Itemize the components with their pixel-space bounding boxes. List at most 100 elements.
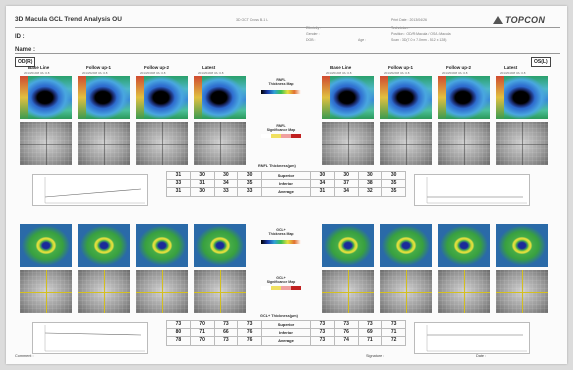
right-rnfl-thickness-map-0 bbox=[20, 76, 72, 119]
right-rnfl-significance-map-0 bbox=[20, 122, 72, 165]
right-value-cell: 31 bbox=[166, 187, 191, 197]
right-rnfl-significance-map-3 bbox=[194, 122, 246, 165]
left-gcl-thickness-map-3 bbox=[496, 224, 548, 267]
gcl-section-title: GCL+ Thickness(µm) bbox=[260, 314, 298, 318]
left-rnfl-thickness-map-1 bbox=[380, 76, 432, 119]
technician-label: Technician : bbox=[391, 26, 410, 30]
rnfl-trend-graph-left bbox=[414, 174, 530, 206]
left-value-cell: 38 bbox=[357, 179, 383, 189]
left-gcl-significance-map-2 bbox=[438, 270, 490, 313]
right-value-cell: 31 bbox=[189, 179, 215, 189]
left-col-date-0: 2013/01/08 VA: 0.8 bbox=[326, 71, 352, 75]
left-value-cell: 35 bbox=[381, 187, 406, 197]
right-rnfl-thickness-map-1 bbox=[78, 76, 130, 119]
left-rnfl-significance-map-1 bbox=[380, 122, 432, 165]
crosshair-v bbox=[522, 122, 523, 165]
crosshair-v bbox=[104, 270, 105, 313]
left-value-cell: 30 bbox=[357, 170, 383, 181]
right-value-cell: 35 bbox=[237, 179, 262, 189]
topcon-triangle-icon bbox=[493, 16, 503, 24]
left-value-cell: 35 bbox=[381, 179, 406, 189]
right-value-cell: 30 bbox=[189, 187, 215, 197]
gcl-significance-colorbar bbox=[261, 286, 301, 290]
left-col-label-0: Base Line bbox=[330, 65, 352, 70]
right-col-date-3: 2013/04/08 VA: 0.8 bbox=[198, 71, 224, 75]
right-value-cell: 71 bbox=[189, 328, 215, 338]
left-value-cell: 73 bbox=[310, 319, 335, 330]
left-value-cell: 73 bbox=[310, 336, 335, 346]
right-eye-tag: OD(R) bbox=[15, 57, 36, 67]
left-col-label-3: Latest bbox=[504, 65, 518, 70]
right-gcl-thickness-map-1 bbox=[78, 224, 130, 267]
left-value-cell: 34 bbox=[310, 179, 335, 189]
gcl-thickness-table: 73 70 73 73 Superior 73 73 73 73 80 71 66 76 Inferior… bbox=[166, 319, 406, 346]
left-col-date-1: 2013/02/08 VA: 0.8 bbox=[384, 71, 410, 75]
row-label-cell: Average bbox=[261, 187, 311, 197]
left-value-cell: 73 bbox=[310, 328, 335, 338]
right-value-cell: 73 bbox=[213, 319, 239, 330]
right-col-date-1: 2013/02/08 VA: 0.8 bbox=[82, 71, 108, 75]
rnfl-section-title: RNFL Thickness(µm) bbox=[258, 164, 296, 168]
left-rnfl-thickness-map-2 bbox=[438, 76, 490, 119]
right-value-cell: 73 bbox=[213, 336, 239, 346]
left-value-cell: 73 bbox=[357, 319, 383, 330]
table-row: 31 30 30 30 Superior 30 30 30 30 bbox=[166, 170, 406, 181]
rnfl-significance-colorbar bbox=[261, 134, 301, 138]
left-gcl-thickness-map-2 bbox=[438, 224, 490, 267]
comment-label: Comment : bbox=[15, 354, 34, 358]
row-label-cell: Inferior bbox=[261, 179, 311, 189]
left-value-cell: 71 bbox=[381, 328, 406, 338]
gcl-thickness-map-label: GCL+ Thickness Map bbox=[268, 228, 294, 236]
left-col-date-3: 2013/04/08 VA: 0.8 bbox=[500, 71, 526, 75]
print-date: Print Date : 2013/04/26 bbox=[391, 18, 427, 22]
right-value-cell: 78 bbox=[166, 336, 191, 346]
right-rnfl-significance-map-2 bbox=[136, 122, 188, 165]
right-gcl-significance-map-1 bbox=[78, 270, 130, 313]
left-value-cell: 69 bbox=[357, 328, 383, 338]
table-row: 80 71 66 76 Inferior 73 76 69 71 bbox=[166, 328, 406, 338]
right-value-cell: 76 bbox=[237, 328, 262, 338]
patient-id-label: ID : bbox=[15, 34, 25, 40]
right-rnfl-significance-map-1 bbox=[78, 122, 130, 165]
row-label-cell: Average bbox=[261, 336, 311, 346]
left-eye-tag: OS(L) bbox=[531, 57, 551, 67]
crosshair-v bbox=[464, 122, 465, 165]
crosshair-v bbox=[406, 270, 407, 313]
row-label-cell: Superior bbox=[261, 170, 311, 181]
left-value-cell: 72 bbox=[381, 336, 406, 346]
crosshair-v bbox=[220, 122, 221, 165]
position-label: Position : OD/R:Macula / OS/L:Macula bbox=[391, 32, 451, 36]
right-value-cell: 76 bbox=[237, 336, 262, 346]
left-rnfl-significance-map-2 bbox=[438, 122, 490, 165]
gcl-trend-svg-right bbox=[44, 325, 145, 352]
right-col-label-1: Follow up-1 bbox=[86, 65, 111, 70]
crosshair-v bbox=[220, 270, 221, 313]
age-label: Age : bbox=[358, 38, 367, 42]
row-label-cell: Superior bbox=[261, 319, 311, 330]
right-gcl-significance-map-0 bbox=[20, 270, 72, 313]
rnfl-trend-svg-right bbox=[44, 177, 145, 204]
left-value-cell: 37 bbox=[333, 179, 359, 189]
header-divider bbox=[15, 27, 560, 28]
right-value-cell: 34 bbox=[213, 179, 239, 189]
left-gcl-thickness-map-0 bbox=[322, 224, 374, 267]
ethnicity-label: Ethnicity : bbox=[306, 26, 322, 30]
right-value-cell: 70 bbox=[189, 336, 215, 346]
header-divider-bottom bbox=[15, 53, 560, 54]
crosshair-v bbox=[522, 270, 523, 313]
right-value-cell: 33 bbox=[237, 187, 262, 197]
left-value-cell: 76 bbox=[333, 328, 359, 338]
left-value-cell: 71 bbox=[357, 336, 383, 346]
crosshair-v bbox=[162, 122, 163, 165]
table-row: 31 30 33 33 Average 31 34 32 35 bbox=[166, 187, 406, 197]
left-value-cell: 30 bbox=[333, 170, 359, 181]
right-value-cell: 73 bbox=[237, 319, 262, 330]
right-rnfl-thickness-map-2 bbox=[136, 76, 188, 119]
topcon-logo: TOPCON bbox=[493, 15, 545, 25]
table-row: 78 70 73 76 Average 73 74 71 72 bbox=[166, 336, 406, 346]
dob-label: DOB : bbox=[306, 38, 316, 42]
right-value-cell: 66 bbox=[213, 328, 239, 338]
crosshair-v bbox=[348, 270, 349, 313]
logo-text: TOPCON bbox=[505, 15, 546, 25]
right-gcl-thickness-map-3 bbox=[194, 224, 246, 267]
